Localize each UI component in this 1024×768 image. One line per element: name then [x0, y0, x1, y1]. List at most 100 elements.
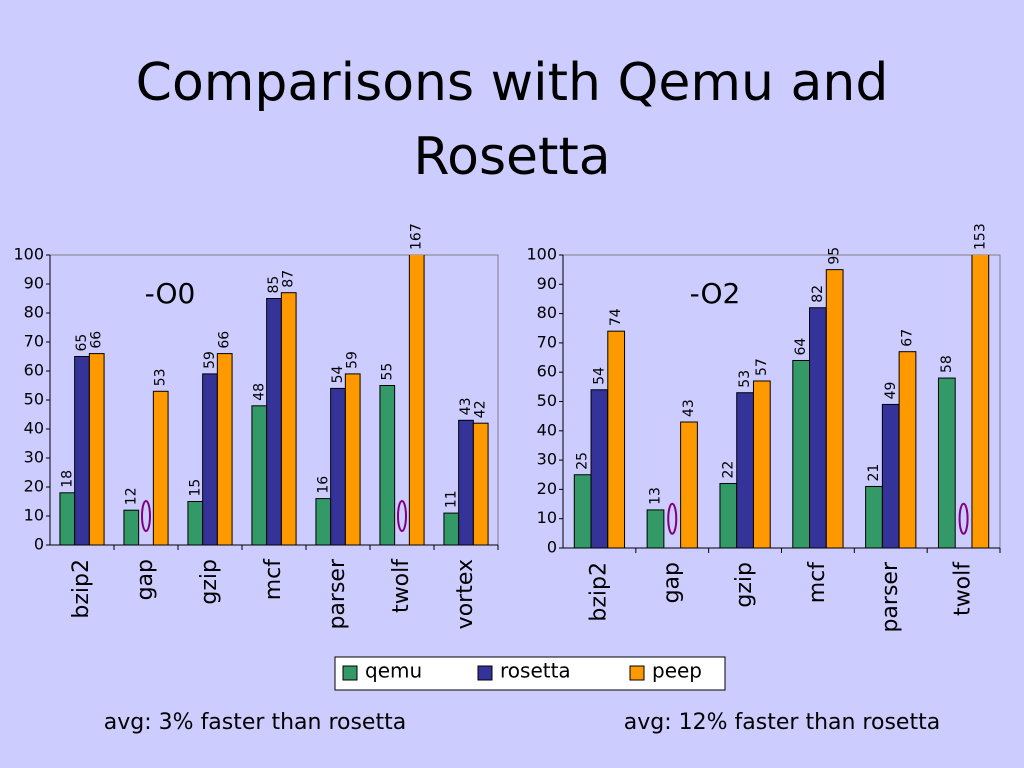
x-tick-label: bzip2 — [69, 559, 94, 619]
chart-note: avg: 12% faster than rosetta — [624, 710, 940, 735]
chart-annotation: -O0 — [145, 277, 196, 310]
y-tick-label: 100 — [13, 245, 44, 264]
missing-marker — [958, 502, 969, 535]
value-label: 25 — [575, 452, 591, 470]
value-label: 18 — [59, 470, 75, 488]
bar — [315, 498, 332, 545]
bar — [898, 351, 917, 548]
bar — [752, 380, 771, 548]
legend-label: peep — [652, 659, 702, 683]
value-label: 22 — [720, 461, 736, 479]
bar — [865, 485, 883, 548]
value-label: 57 — [754, 358, 770, 376]
bar — [251, 405, 268, 545]
y-tick-label: 80 — [537, 303, 557, 322]
value-label: 11 — [443, 490, 459, 508]
x-tick-label: gzip — [732, 562, 757, 608]
value-label: 153 — [972, 223, 988, 250]
legend-box — [334, 656, 726, 691]
value-label: 67 — [900, 329, 916, 347]
value-label: 66 — [217, 331, 233, 349]
y-tick-label: 50 — [537, 391, 557, 410]
bar — [825, 269, 844, 548]
x-tick-label: gap — [133, 559, 158, 600]
value-label: 55 — [379, 363, 395, 381]
y-tick-label: 40 — [24, 419, 44, 438]
bar — [344, 373, 361, 545]
value-label: 65 — [74, 334, 90, 352]
value-label: 13 — [647, 487, 663, 505]
value-label: 82 — [810, 285, 826, 303]
x-tick-label: gzip — [197, 559, 222, 605]
x-tick-label: twolf — [389, 558, 414, 613]
y-tick-label: 30 — [24, 448, 44, 467]
bar — [719, 483, 738, 548]
bars — [59, 255, 489, 545]
x-tick-label: bzip2 — [586, 562, 611, 622]
bar — [881, 403, 900, 548]
bars — [573, 255, 990, 548]
value-label: 59 — [345, 351, 361, 369]
y-tick-label: 80 — [24, 303, 44, 322]
y-tick-label: 90 — [537, 274, 557, 293]
x-tick-label: parser — [878, 561, 903, 632]
bar — [573, 474, 592, 548]
missing-marker — [141, 500, 151, 532]
value-label: 59 — [202, 351, 218, 369]
bar — [809, 307, 827, 548]
value-label: 42 — [473, 400, 489, 418]
bar — [792, 359, 811, 548]
plot-area — [562, 254, 1001, 549]
legend-swatch — [477, 665, 493, 681]
value-label: 54 — [591, 367, 607, 385]
y-tick-label: 10 — [537, 508, 557, 527]
y-tick-label: 90 — [24, 274, 44, 293]
missing-marker — [667, 502, 678, 535]
bar — [408, 255, 425, 545]
value-label: 74 — [608, 308, 624, 326]
value-label: 49 — [883, 382, 899, 400]
y-tick-label: 30 — [537, 450, 557, 469]
bar — [202, 373, 218, 545]
x-tick-label: vortex — [453, 559, 478, 629]
y-tick-label: 100 — [526, 245, 557, 264]
slide-title: Rosetta — [413, 127, 610, 187]
bar — [937, 377, 956, 548]
legend-swatch — [342, 665, 358, 681]
x-tick-label: mcf — [261, 558, 286, 601]
value-label: 54 — [330, 365, 346, 383]
bar — [280, 292, 297, 545]
x-tick-label: mcf — [805, 561, 830, 604]
value-label: 43 — [681, 399, 697, 417]
x-tick-label: twolf — [951, 561, 976, 616]
bar — [458, 419, 474, 545]
value-label: 12 — [123, 487, 139, 505]
x-tick-label: gap — [659, 562, 684, 603]
bar — [971, 255, 990, 548]
value-label: 53 — [737, 370, 753, 388]
value-label: 21 — [866, 464, 882, 482]
bar — [680, 421, 698, 548]
value-label: 58 — [939, 355, 955, 373]
y-tick-label: 20 — [24, 477, 44, 496]
bar — [646, 509, 665, 548]
y-tick-label: 0 — [547, 538, 557, 557]
value-label: 16 — [315, 476, 331, 494]
bar — [472, 422, 489, 545]
chart-note: avg: 3% faster than rosetta — [104, 710, 406, 735]
x-tick-label: parser — [325, 558, 350, 629]
bar — [266, 298, 282, 545]
value-label: 15 — [187, 479, 203, 497]
bar — [88, 353, 105, 545]
y-tick-label: 20 — [537, 479, 557, 498]
y-tick-label: 60 — [537, 362, 557, 381]
value-label: 66 — [89, 331, 105, 349]
bar — [590, 389, 609, 548]
y-tick-label: 0 — [34, 535, 44, 554]
bar — [59, 492, 76, 545]
value-label: 53 — [153, 368, 169, 386]
y-tick-label: 50 — [24, 390, 44, 409]
bar — [123, 509, 140, 545]
bar — [152, 390, 169, 545]
